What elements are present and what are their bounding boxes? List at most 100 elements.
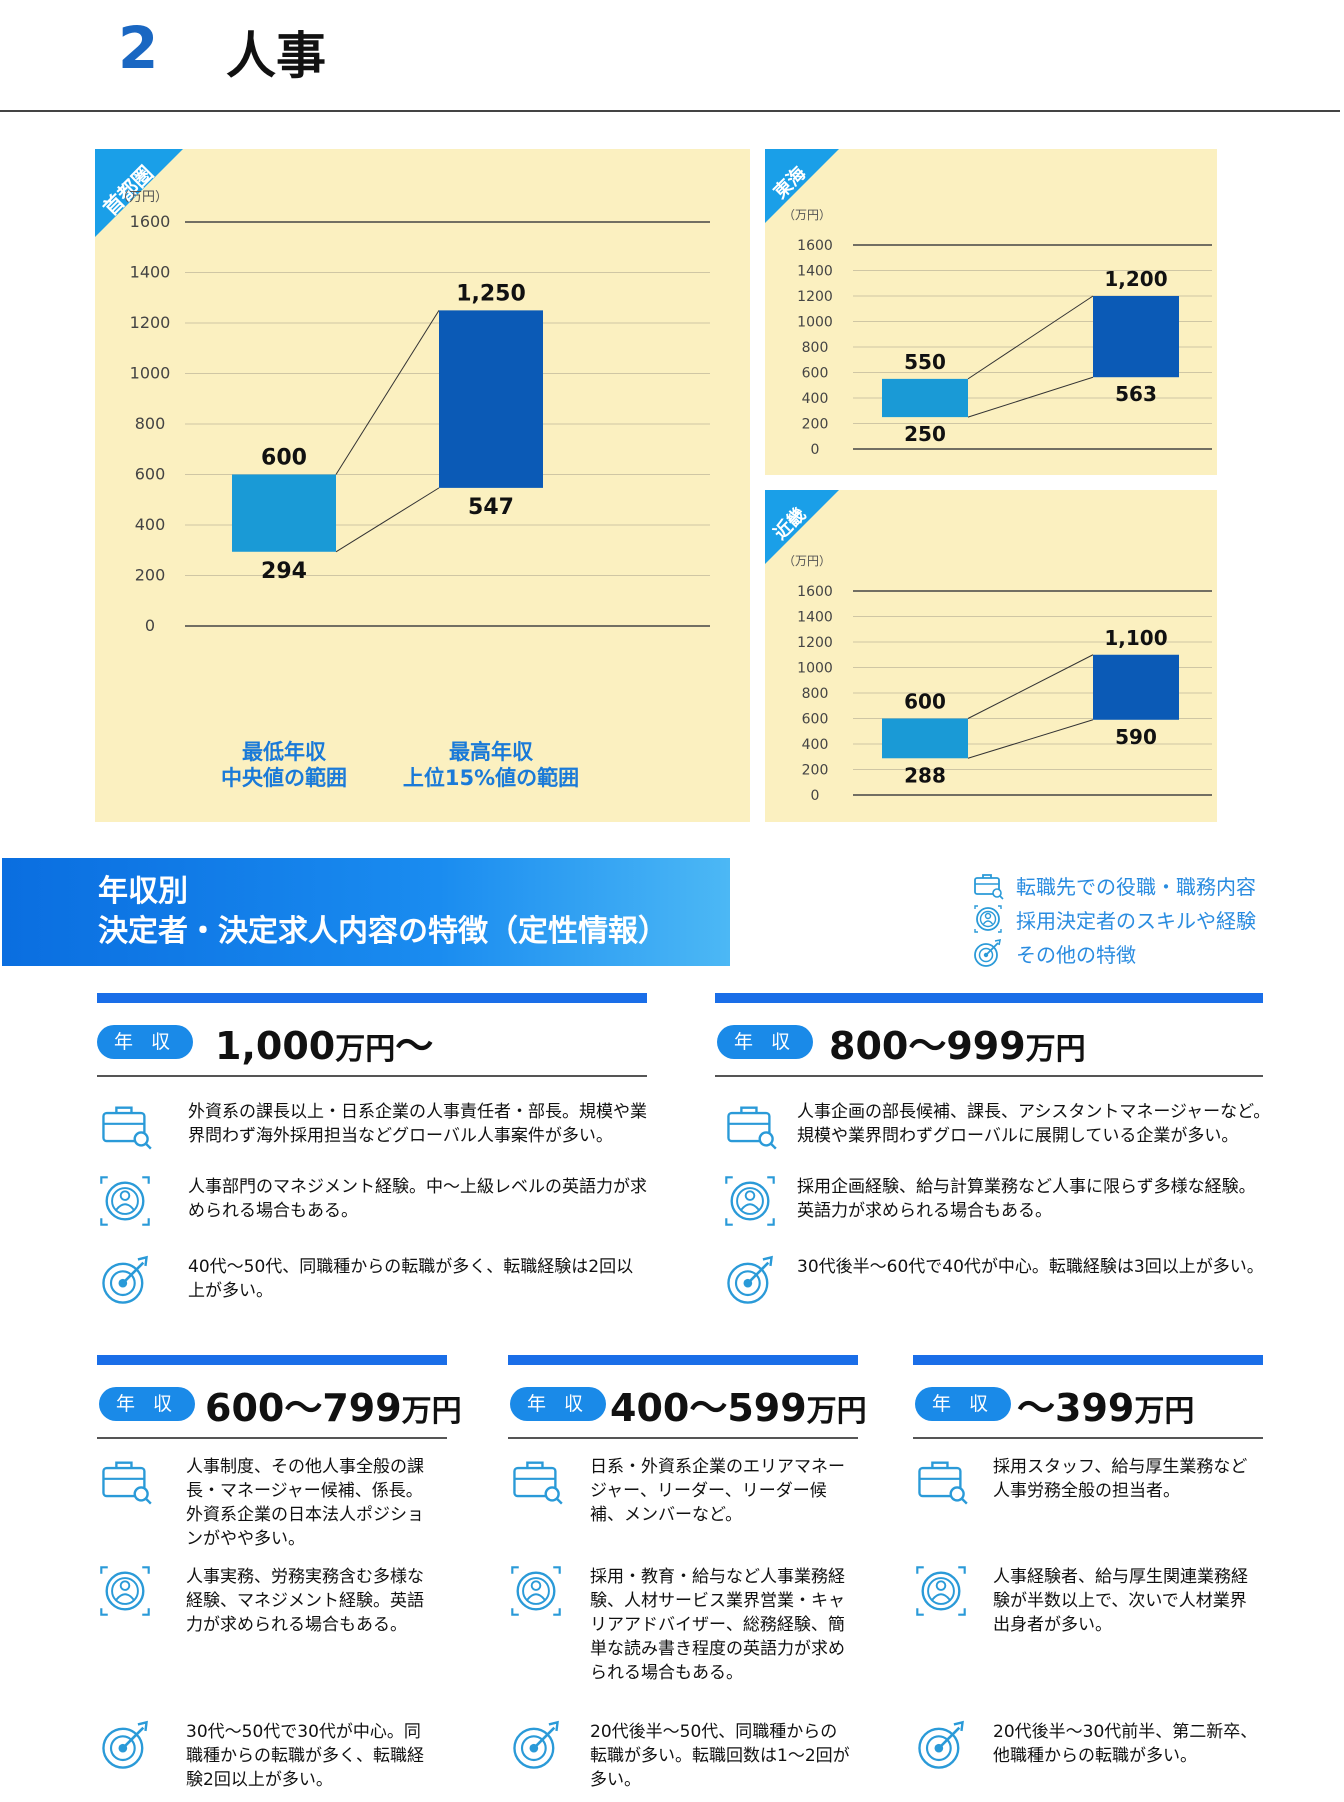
- legend-item: 採用決定者のスキルや経験: [972, 902, 1256, 936]
- range-bar: [882, 378, 968, 418]
- bar-high-label: 1,100: [1104, 626, 1167, 650]
- y-tick-label: 200: [135, 566, 166, 585]
- x-axis-label: 中央値の範囲: [221, 766, 347, 790]
- range-value: 400〜599: [610, 1386, 807, 1430]
- dart-target-icon: [974, 938, 1002, 967]
- y-tick-label: 600: [802, 366, 829, 382]
- connector-line: [335, 487, 440, 553]
- salary-pill: 年 収: [717, 1025, 813, 1059]
- x-axis-label: 最高年収: [449, 740, 534, 764]
- region-corner-tag: [95, 149, 183, 237]
- y-tick-label: 800: [135, 414, 166, 433]
- group-header: 年 収 1,000万円〜: [97, 1003, 647, 1075]
- y-tick-label: 1200: [797, 635, 833, 651]
- range-bar: [882, 718, 968, 759]
- y-tick-label: 1000: [130, 364, 171, 383]
- feature-text: 人事経験者、給与厚生関連業務経験が半数以上で、次いで人材業界出身者が多い。: [993, 1567, 1248, 1635]
- bar-high-label: 600: [261, 446, 307, 471]
- group-header: 年 収 〜399万円: [913, 1365, 1263, 1437]
- dart-target-icon: [918, 1720, 964, 1769]
- group-top-bar: [97, 993, 647, 1003]
- briefcase-icon: [102, 1461, 152, 1505]
- y-tick-label: 0: [145, 616, 155, 635]
- feature-text: 40代〜50代、同職種からの転職が多く、転職経験は2回以上が多い。: [188, 1257, 634, 1301]
- x-axis-label: 最低年収: [242, 740, 327, 764]
- salary-pill: 年 収: [915, 1387, 1011, 1421]
- chart-panel-tokai: 東海 （万円） 0 200 400 600 800 1000 1200 1400 1600 550 2…: [765, 149, 1217, 475]
- bar-low-label: 294: [261, 559, 307, 584]
- range-bar: [439, 310, 543, 488]
- group-divider: [715, 1075, 1263, 1077]
- y-tick-label: 600: [135, 465, 166, 484]
- group-divider: [97, 1075, 647, 1077]
- x-axis-label: 上位15%値の範囲: [403, 766, 579, 790]
- person-target-icon: [916, 1566, 966, 1616]
- group-divider: [508, 1437, 858, 1439]
- section-banner: 年収別 決定者・決定求人内容の特徴（定性情報）: [2, 858, 730, 966]
- group-header: 年 収 800〜999万円: [715, 1003, 1263, 1075]
- legend-item: 転職先での役職・職務内容: [972, 868, 1256, 902]
- salary-group-800-999: 年 収 800〜999万円: [715, 993, 1263, 1077]
- salary-group-1000plus: 年 収 1,000万円〜: [97, 993, 647, 1077]
- group-top-bar: [97, 1355, 447, 1365]
- salary-pill: 年 収: [99, 1387, 195, 1421]
- salary-pill: 年 収: [97, 1025, 193, 1059]
- connector-line: [335, 310, 440, 475]
- section-banner-line2: 決定者・決定求人内容の特徴（定性情報）: [98, 914, 668, 949]
- group-header: 年 収 600〜799万円: [97, 1365, 462, 1437]
- dart-target-icon: [102, 1720, 148, 1769]
- briefcase-icon: [513, 1461, 563, 1505]
- range-suffix: 〜: [395, 1024, 434, 1068]
- feature-text: 人事実務、労務実務含む多様な経験、マネジメント経験。英語力が求められる場合もある…: [186, 1567, 424, 1635]
- section-number: 2: [118, 14, 159, 82]
- range-value: 800〜999: [829, 1024, 1026, 1068]
- y-axis-unit: （万円）: [783, 208, 831, 222]
- feature-text: 人事企画の部長候補、課長、アシスタントマネージャーなど。規模や業界問わずグローバ…: [797, 1102, 1271, 1146]
- person-target-icon: [100, 1176, 150, 1226]
- feature-text: 外資系の課長以上・日系企業の人事責任者・部長。規模や業界問わず海外採用担当などグ…: [188, 1102, 647, 1146]
- header-divider: [0, 110, 1340, 112]
- connector-line: [967, 719, 1094, 759]
- group-top-bar: [913, 1355, 1263, 1365]
- range-unit: 万円: [1134, 1394, 1195, 1429]
- salary-chart-tokai: （万円） 0 200 400 600 800 1000 1200 1400 1600 550 250 1…: [783, 208, 1212, 458]
- range-unit: 万円: [401, 1394, 462, 1429]
- y-tick-label: 600: [802, 712, 829, 728]
- range-value: 600〜799: [205, 1386, 402, 1430]
- bar-low-label: 590: [1115, 725, 1157, 749]
- group-divider: [913, 1437, 1263, 1439]
- group-divider: [97, 1437, 447, 1439]
- person-target-icon: [511, 1566, 561, 1616]
- salary-chart-shutoken: （万円） 0 200 400 600 800 1000 1200 1400 1600 600 294 1…: [116, 190, 710, 790]
- salary-range: 400〜599万円: [610, 1377, 867, 1432]
- y-tick-label: 0: [811, 788, 820, 804]
- y-tick-label: 200: [802, 763, 829, 779]
- page-title: 人事: [226, 27, 326, 85]
- feature-text: 日系・外資系企業のエリアマネージャー、リーダー、リーダー候補、メンバーなど。: [590, 1457, 845, 1525]
- feature-text: 20代後半〜50代、同職種からの転職が多い。転職回数は1〜2回が多い。: [590, 1722, 850, 1790]
- range-bar: [1093, 654, 1179, 720]
- y-tick-label: 200: [802, 417, 829, 433]
- salary-group-under-399: 年 収 〜399万円: [913, 1355, 1263, 1439]
- salary-range: 〜399万円: [1017, 1377, 1194, 1432]
- y-tick-label: 1600: [130, 212, 171, 231]
- y-tick-label: 1000: [797, 315, 833, 331]
- feature-text: 30代後半〜60代で40代が中心。転職経験は3回以上が多い。: [797, 1257, 1264, 1277]
- range-unit: 万円: [335, 1032, 396, 1067]
- briefcase-icon: [918, 1461, 968, 1505]
- briefcase-icon: [102, 1106, 152, 1150]
- range-value: 1,000: [215, 1024, 336, 1068]
- bar-high-label: 550: [904, 350, 946, 374]
- y-tick-label: 1400: [797, 264, 833, 280]
- person-target-icon: [725, 1176, 775, 1226]
- legend-label: 採用決定者のスキルや経験: [1016, 908, 1256, 933]
- range-unit: 万円: [1025, 1032, 1086, 1067]
- y-tick-label: 1200: [797, 289, 833, 305]
- y-tick-label: 400: [802, 737, 829, 753]
- legend-item: その他の特徴: [972, 936, 1256, 970]
- y-tick-label: 1200: [130, 313, 171, 332]
- y-tick-label: 1600: [797, 238, 833, 254]
- y-tick-label: 0: [811, 442, 820, 458]
- feature-text: 採用・教育・給与など人事業務経験、人材サービス業界営業・キャリアアドバイザー、総…: [590, 1567, 845, 1683]
- section-banner-line1: 年収別: [98, 874, 188, 909]
